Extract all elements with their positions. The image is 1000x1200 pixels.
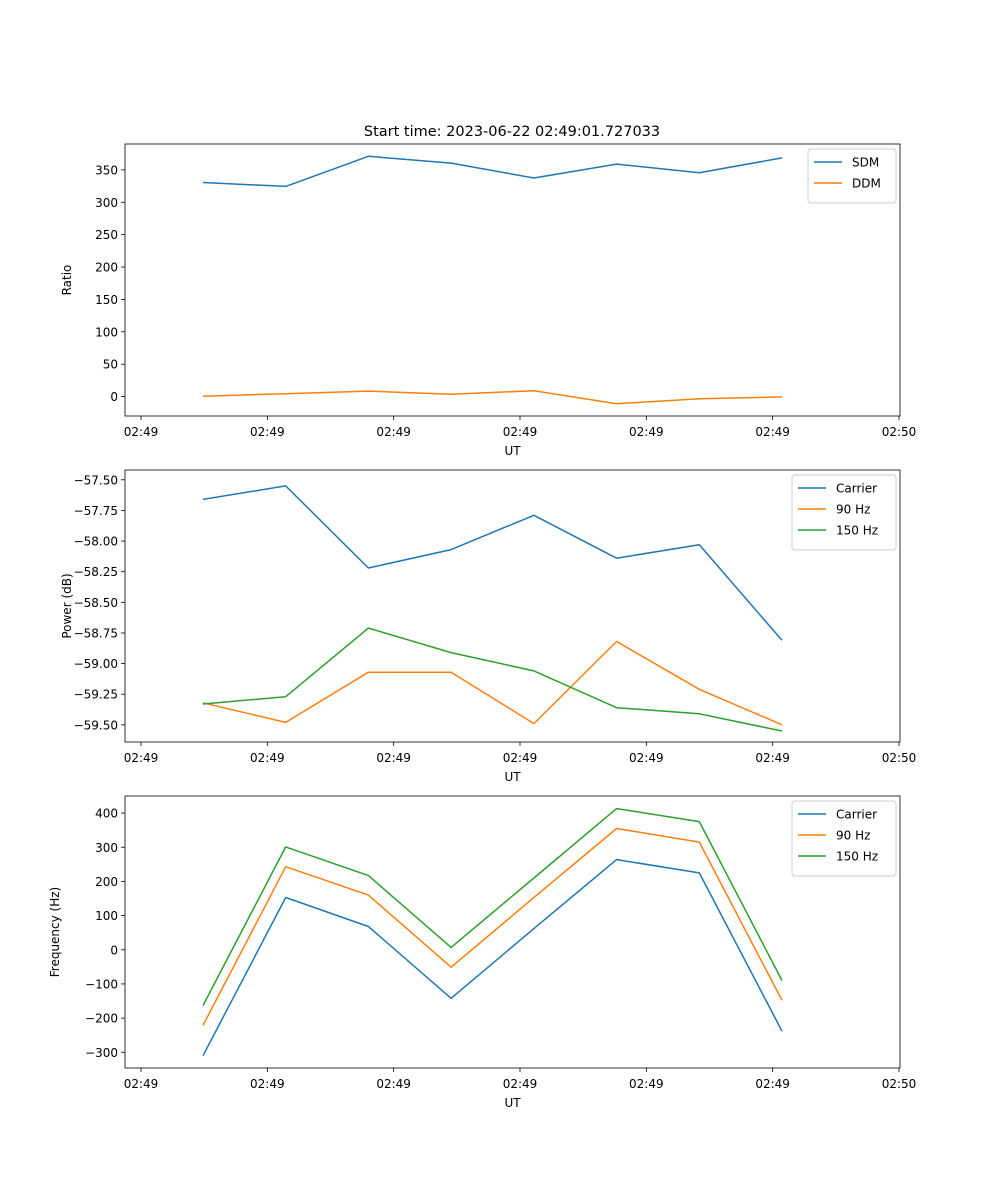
subplot-1: 02:49 02:49 02:49 02:49 02:49 02:49 02:50 0 50 10… bbox=[60, 143, 917, 458]
legend-entry: 150 Hz bbox=[836, 850, 878, 864]
y-tick-label: 400 bbox=[95, 807, 118, 821]
x-tick-label: 02:50 bbox=[882, 425, 917, 439]
x-tick-label: 02:49 bbox=[250, 751, 285, 765]
x-tick-label: 02:49 bbox=[503, 425, 538, 439]
x-tick-label: 02:49 bbox=[124, 425, 159, 439]
y-tick-label: −57.50 bbox=[74, 473, 118, 487]
y-tick-label: 300 bbox=[95, 196, 118, 210]
series-line-sdm bbox=[202, 155, 783, 188]
x-tick-label: 02:49 bbox=[124, 1077, 159, 1091]
y-axis-label: Power (dB) bbox=[60, 573, 74, 638]
y-axis-label: Ratio bbox=[60, 265, 74, 296]
x-tick-label: 02:50 bbox=[882, 751, 917, 765]
series-line-90-hz bbox=[202, 640, 783, 726]
legend: Carrier 90 Hz 150 Hz bbox=[791, 800, 897, 877]
x-axis-label: UT bbox=[504, 1096, 521, 1110]
legend-box bbox=[791, 800, 897, 877]
y-tick-label: −58.00 bbox=[74, 535, 118, 549]
y-tick-label: −58.25 bbox=[74, 565, 118, 579]
y-tick-label: 100 bbox=[95, 325, 118, 339]
subplot-2: 02:49 02:49 02:49 02:49 02:49 02:49 02:50 −57.5… bbox=[60, 469, 917, 784]
y-tick-label: −58.50 bbox=[74, 596, 118, 610]
y-tick-label: 300 bbox=[95, 841, 118, 855]
x-tick-label: 02:49 bbox=[376, 425, 411, 439]
y-tick-label: 50 bbox=[103, 358, 118, 372]
y-tick-label: 350 bbox=[95, 163, 118, 177]
x-tick-label: 02:49 bbox=[629, 1077, 664, 1091]
y-tick-label: 250 bbox=[95, 228, 118, 242]
series-line-carrier bbox=[202, 858, 783, 1057]
legend-box bbox=[791, 474, 897, 551]
y-tick-label: 150 bbox=[95, 293, 118, 307]
y-tick-label: −59.25 bbox=[74, 688, 118, 702]
legend: SDM DDM bbox=[807, 148, 897, 204]
y-tick-label: −200 bbox=[85, 1012, 118, 1026]
x-axis-label: UT bbox=[504, 444, 521, 458]
series-line-90-hz bbox=[202, 827, 783, 1026]
y-tick-label: 0 bbox=[110, 943, 118, 957]
legend-entry: 90 Hz bbox=[836, 503, 870, 517]
legend: Carrier 90 Hz 150 Hz bbox=[791, 474, 897, 551]
x-tick-label: 02:49 bbox=[755, 751, 790, 765]
subplot-3: 02:49 02:49 02:49 02:49 02:49 02:49 02:50 −300 −… bbox=[48, 795, 917, 1110]
y-tick-label: −59.00 bbox=[74, 657, 118, 671]
y-tick-label: −59.50 bbox=[74, 718, 118, 732]
axes-frame bbox=[124, 469, 901, 743]
series-line-150-hz bbox=[202, 807, 783, 1006]
y-tick-label: 0 bbox=[110, 390, 118, 404]
legend-entry: Carrier bbox=[836, 808, 877, 822]
series-line-ddm bbox=[202, 389, 783, 405]
figure-title: Start time: 2023-06-22 02:49:01.727033 bbox=[364, 124, 660, 140]
x-tick-label: 02:49 bbox=[503, 1077, 538, 1091]
x-axis-label: UT bbox=[504, 770, 521, 784]
y-tick-label: 200 bbox=[95, 875, 118, 889]
y-tick-label: −57.75 bbox=[74, 504, 118, 518]
legend-entry: DDM bbox=[852, 177, 881, 191]
x-tick-label: 02:49 bbox=[376, 751, 411, 765]
x-tick-label: 02:49 bbox=[755, 1077, 790, 1091]
x-tick-label: 02:49 bbox=[629, 425, 664, 439]
legend-entry: 150 Hz bbox=[836, 524, 878, 538]
x-tick-label: 02:49 bbox=[124, 751, 159, 765]
y-tick-label: −58.75 bbox=[74, 626, 118, 640]
y-tick-label: −100 bbox=[85, 977, 118, 991]
x-tick-label: 02:49 bbox=[629, 751, 664, 765]
y-tick-label: −300 bbox=[85, 1046, 118, 1060]
series-line-carrier bbox=[202, 485, 783, 641]
x-tick-label: 02:50 bbox=[882, 1077, 917, 1091]
x-tick-label: 02:49 bbox=[250, 1077, 285, 1091]
legend-entry: SDM bbox=[852, 156, 879, 170]
x-tick-label: 02:49 bbox=[376, 1077, 411, 1091]
x-tick-label: 02:49 bbox=[755, 425, 790, 439]
x-tick-label: 02:49 bbox=[503, 751, 538, 765]
legend-entry: 90 Hz bbox=[836, 829, 870, 843]
series-line-150-hz bbox=[202, 627, 783, 732]
axes-frame bbox=[124, 143, 901, 417]
y-axis-label: Frequency (Hz) bbox=[48, 887, 62, 978]
legend-entry: Carrier bbox=[836, 482, 877, 496]
y-tick-label: 100 bbox=[95, 909, 118, 923]
axes-frame bbox=[124, 795, 901, 1069]
y-tick-label: 200 bbox=[95, 261, 118, 275]
x-tick-label: 02:49 bbox=[250, 425, 285, 439]
